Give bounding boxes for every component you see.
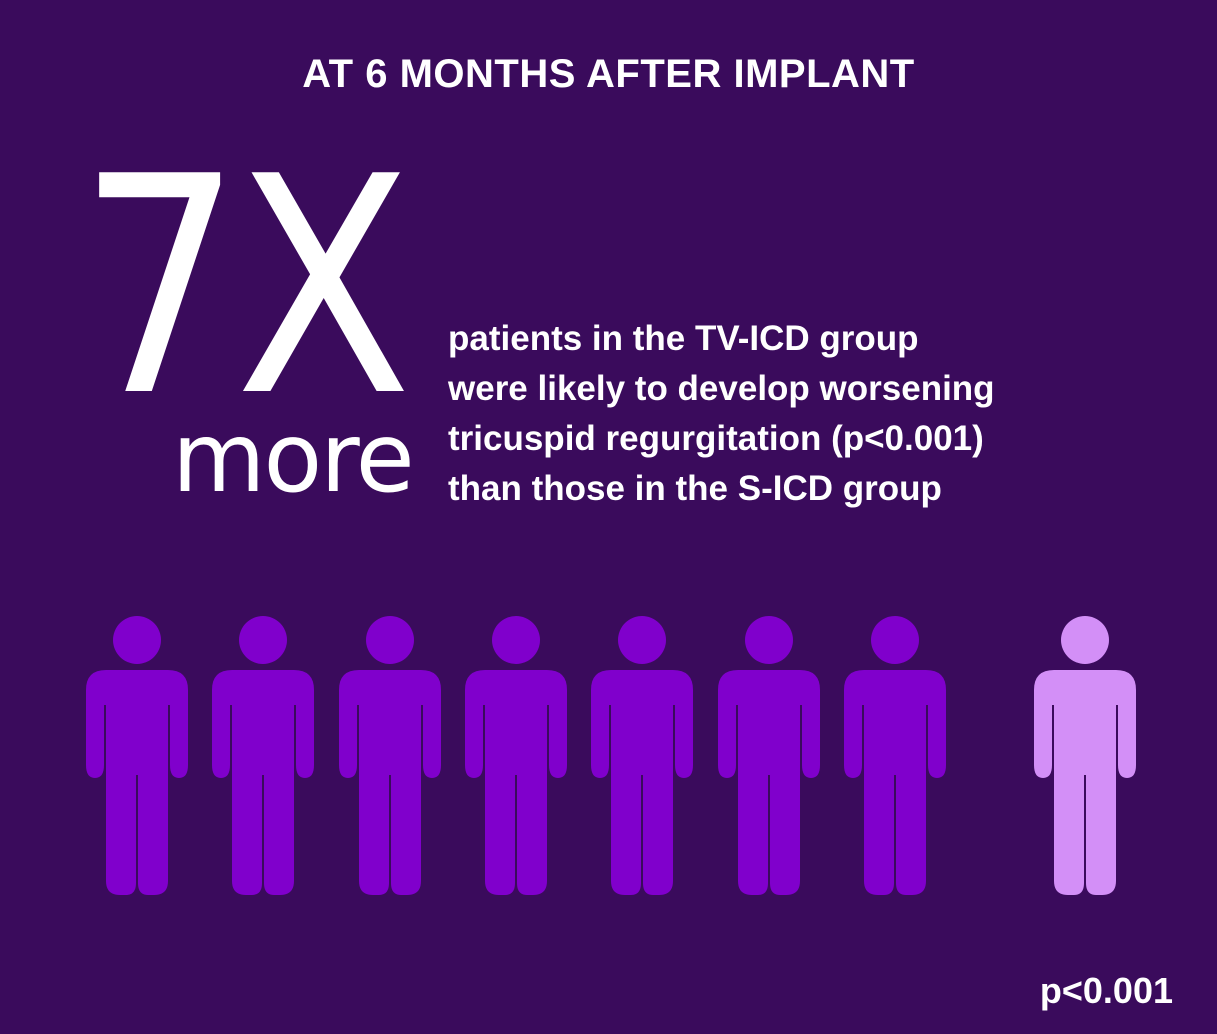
- person-body: [718, 670, 820, 895]
- description: patients in the TV-ICD group were likely…: [448, 314, 1088, 514]
- description-line: than those in the S-ICD group: [448, 469, 942, 508]
- person-icon: [591, 616, 693, 895]
- stat-qualifier: more: [172, 402, 415, 514]
- stat-multiplier: 7X: [78, 113, 412, 462]
- person-body: [212, 670, 314, 895]
- p-value: p<0.001: [1039, 970, 1173, 1011]
- person-body: [591, 670, 693, 895]
- person-head: [618, 616, 666, 664]
- person-head: [239, 616, 287, 664]
- person-body: [1034, 670, 1136, 895]
- person-icon: [212, 616, 314, 895]
- person-body: [339, 670, 441, 895]
- person-head: [492, 616, 540, 664]
- person-head: [366, 616, 414, 664]
- person-body: [465, 670, 567, 895]
- person-icon: [339, 616, 441, 895]
- person-body: [844, 670, 946, 895]
- person-icon: [844, 616, 946, 895]
- description-line: patients in the TV-ICD group: [448, 319, 919, 358]
- person-head: [745, 616, 793, 664]
- person-head: [871, 616, 919, 664]
- person-head: [1061, 616, 1109, 664]
- description-line: were likely to develop worsening: [448, 369, 995, 408]
- person-figures-row: [0, 615, 1217, 905]
- person-head: [113, 616, 161, 664]
- heading: AT 6 MONTHS AFTER IMPLANT: [302, 52, 915, 96]
- person-icon: [465, 616, 567, 895]
- person-icon: [1034, 616, 1136, 895]
- person-icon: [86, 616, 188, 895]
- person-body: [86, 670, 188, 895]
- person-icon: [718, 616, 820, 895]
- description-line: tricuspid regurgitation (p<0.001): [448, 419, 984, 458]
